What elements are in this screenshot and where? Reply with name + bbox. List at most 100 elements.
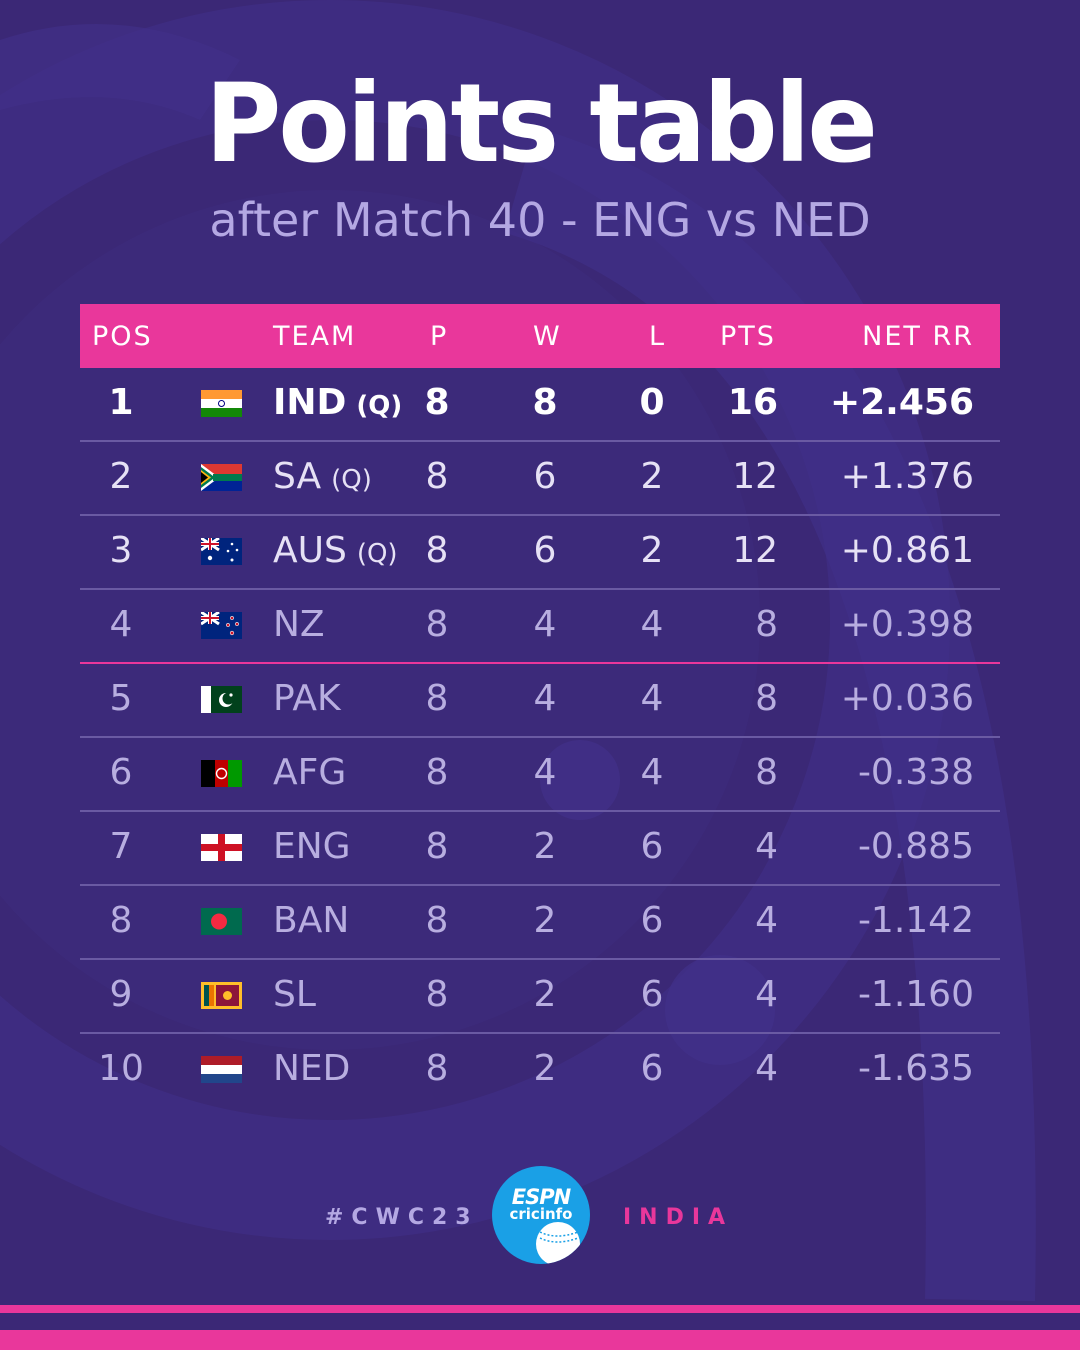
row-lost: 4 bbox=[640, 678, 664, 719]
row-points: 8 bbox=[755, 752, 778, 793]
south-africa-flag-icon bbox=[201, 464, 242, 491]
row-pos: 6 bbox=[109, 752, 133, 793]
row-pos: 1 bbox=[108, 382, 134, 423]
pakistan-flag-icon bbox=[201, 686, 242, 713]
header-net-rr: NET RR bbox=[862, 321, 974, 352]
australia-flag-icon bbox=[201, 538, 242, 565]
row-team: SL bbox=[273, 974, 316, 1015]
header-lost: L bbox=[649, 321, 667, 352]
footer-stripe-thin bbox=[0, 1305, 1080, 1313]
row-pos: 5 bbox=[109, 678, 133, 719]
row-won: 6 bbox=[533, 456, 557, 497]
row-played: 8 bbox=[425, 1048, 449, 1089]
row-net-rr: -1.160 bbox=[857, 974, 974, 1015]
row-played: 8 bbox=[425, 974, 449, 1015]
row-lost: 2 bbox=[640, 530, 664, 571]
row-won: 2 bbox=[533, 1048, 557, 1089]
row-pos: 9 bbox=[109, 974, 133, 1015]
cricket-ball-icon bbox=[536, 1222, 580, 1264]
afghanistan-flag-icon bbox=[201, 760, 242, 787]
row-team: ENG bbox=[273, 826, 351, 867]
row-won: 2 bbox=[533, 974, 557, 1015]
row-net-rr: -1.635 bbox=[857, 1048, 974, 1089]
row-points: 12 bbox=[732, 530, 778, 571]
table-row: 5 PAK 8 4 4 8 +0.036 bbox=[80, 664, 1000, 738]
row-won: 2 bbox=[533, 826, 557, 867]
page-subtitle: after Match 40 - ENG vs NED bbox=[209, 193, 871, 247]
bangladesh-flag-icon bbox=[201, 908, 242, 935]
row-team: PAK bbox=[273, 678, 341, 719]
row-won: 8 bbox=[532, 382, 558, 423]
row-team: NED bbox=[273, 1048, 351, 1089]
hashtag-text: #CWC23 bbox=[325, 1205, 479, 1230]
row-points: 8 bbox=[755, 678, 778, 719]
netherlands-flag-icon bbox=[201, 1056, 242, 1083]
england-flag-icon bbox=[201, 834, 242, 861]
row-points: 4 bbox=[755, 900, 778, 941]
table-row: 6 AFG 8 4 4 8 -0.338 bbox=[80, 738, 1000, 812]
row-points: 8 bbox=[755, 604, 778, 645]
footer-stripe-thick bbox=[0, 1330, 1080, 1350]
header-played: P bbox=[430, 321, 449, 352]
row-team: AFG bbox=[273, 752, 347, 793]
header-won: W bbox=[533, 321, 562, 352]
row-points: 16 bbox=[727, 382, 778, 423]
row-net-rr: -0.338 bbox=[857, 752, 974, 793]
row-net-rr: +1.376 bbox=[840, 456, 974, 497]
table-row: 10 NED 8 2 6 4 -1.635 bbox=[80, 1034, 1000, 1106]
india-flag-icon bbox=[201, 390, 242, 417]
row-net-rr: +0.861 bbox=[840, 530, 974, 571]
page-title: Points table bbox=[205, 58, 878, 188]
row-team: IND (Q) bbox=[273, 382, 403, 423]
header-team: TEAM bbox=[273, 321, 357, 352]
region-text: INDIA bbox=[623, 1205, 734, 1230]
row-lost: 6 bbox=[640, 974, 664, 1015]
table-row: 4 NZ 8 4 4 8 +0.398 bbox=[80, 590, 1000, 664]
table-row: 8 BAN 8 2 6 4 -1.142 bbox=[80, 886, 1000, 960]
row-lost: 4 bbox=[640, 752, 664, 793]
table-header: POS TEAM P W L PTS NET RR bbox=[80, 304, 1000, 368]
row-lost: 2 bbox=[640, 456, 664, 497]
table-row: 9 SL 8 2 6 4 -1.160 bbox=[80, 960, 1000, 1034]
row-net-rr: +2.456 bbox=[829, 382, 974, 423]
new-zealand-flag-icon bbox=[201, 612, 242, 639]
row-points: 4 bbox=[755, 974, 778, 1015]
row-played: 8 bbox=[425, 678, 449, 719]
logo-espn-text: ESPN bbox=[511, 1185, 571, 1209]
row-net-rr: -1.142 bbox=[857, 900, 974, 941]
row-played: 8 bbox=[425, 456, 449, 497]
row-net-rr: +0.036 bbox=[840, 678, 974, 719]
header-pos: POS bbox=[92, 321, 153, 352]
sri-lanka-flag-icon bbox=[201, 982, 242, 1009]
row-played: 8 bbox=[425, 530, 449, 571]
points-table: POS TEAM P W L PTS NET RR 1 IND (Q) 8 8 0… bbox=[80, 304, 1000, 1106]
row-pos: 2 bbox=[109, 456, 133, 497]
row-net-rr: -0.885 bbox=[857, 826, 974, 867]
header-points: PTS bbox=[720, 321, 776, 352]
table-row: 7 ENG 8 2 6 4 -0.885 bbox=[80, 812, 1000, 886]
row-pos: 4 bbox=[109, 604, 133, 645]
table-row: 3 AUS (Q) 8 6 2 12 +0.861 bbox=[80, 516, 1000, 590]
row-lost: 6 bbox=[640, 900, 664, 941]
row-won: 4 bbox=[533, 678, 557, 719]
table-row: 2 SA (Q) 8 6 2 12 +1.376 bbox=[80, 442, 1000, 516]
row-team: SA (Q) bbox=[273, 456, 372, 497]
row-lost: 6 bbox=[640, 826, 664, 867]
row-points: 12 bbox=[732, 456, 778, 497]
row-played: 8 bbox=[424, 382, 450, 423]
row-won: 6 bbox=[533, 530, 557, 571]
row-lost: 0 bbox=[639, 382, 665, 423]
row-lost: 6 bbox=[640, 1048, 664, 1089]
row-team: BAN bbox=[273, 900, 350, 941]
row-won: 4 bbox=[533, 604, 557, 645]
row-points: 4 bbox=[755, 826, 778, 867]
row-won: 4 bbox=[533, 752, 557, 793]
row-pos: 8 bbox=[109, 900, 133, 941]
row-net-rr: +0.398 bbox=[840, 604, 974, 645]
row-played: 8 bbox=[425, 752, 449, 793]
row-pos: 3 bbox=[109, 530, 133, 571]
table-row: 1 IND (Q) 8 8 0 16 +2.456 bbox=[80, 368, 1000, 442]
row-played: 8 bbox=[425, 604, 449, 645]
row-lost: 4 bbox=[640, 604, 664, 645]
